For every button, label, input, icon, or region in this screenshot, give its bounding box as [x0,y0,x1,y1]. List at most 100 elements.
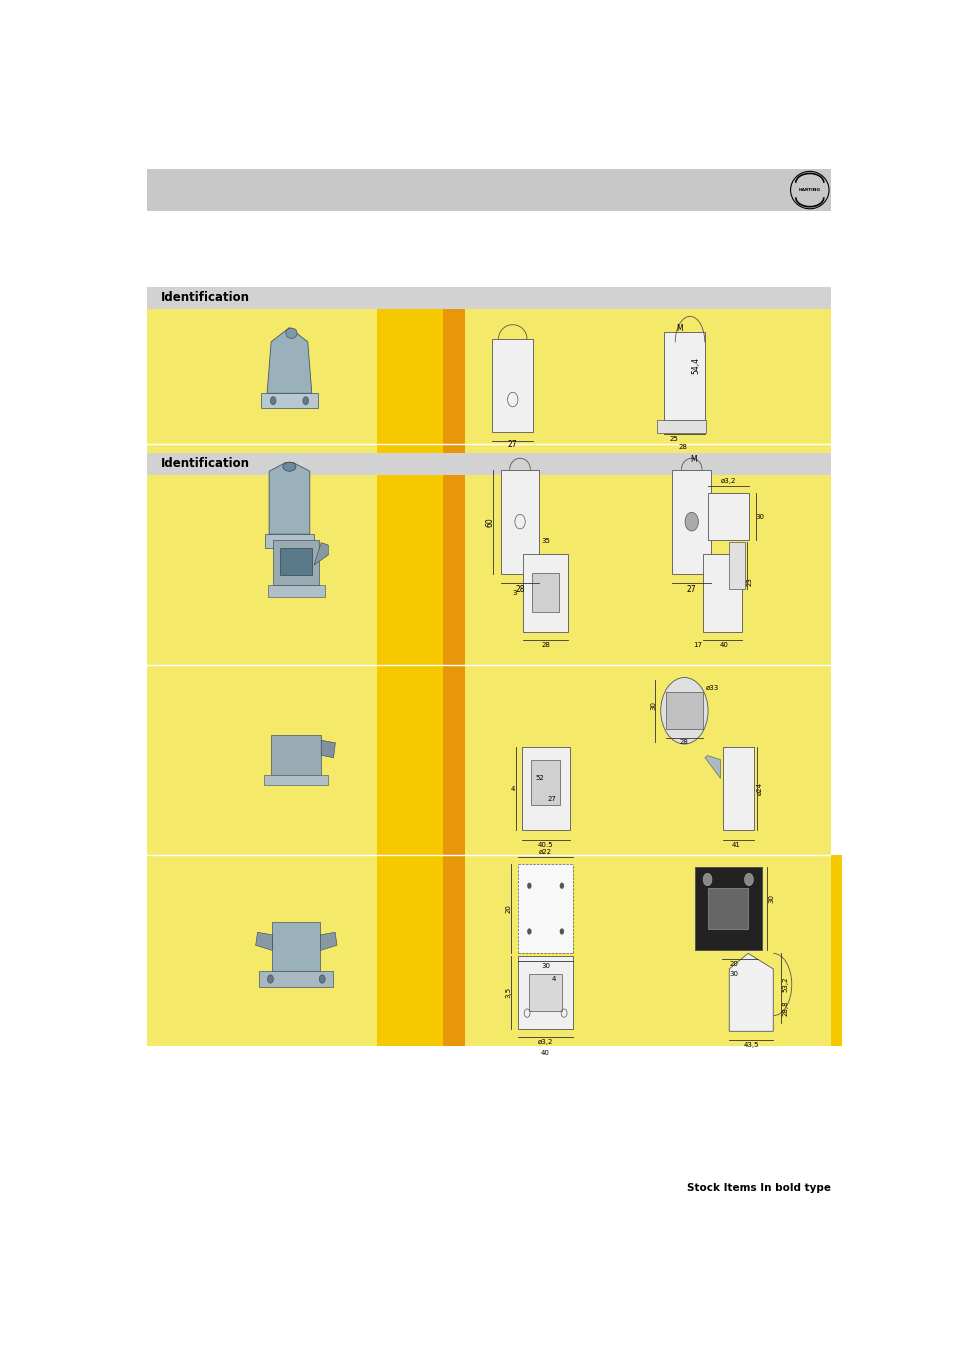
Circle shape [319,975,325,983]
Text: M: M [690,455,697,464]
Polygon shape [314,543,328,566]
Text: 3,5: 3,5 [505,987,511,998]
Text: 27: 27 [686,585,696,594]
Bar [442,475,465,666]
Bar [147,454,830,475]
Circle shape [743,873,753,886]
Circle shape [684,512,698,531]
Text: 30: 30 [650,701,656,710]
Text: 4: 4 [551,976,556,983]
Text: 27: 27 [507,440,517,450]
Circle shape [559,929,563,934]
Bar [442,309,465,444]
Bar [517,956,573,1029]
Bar [147,444,376,579]
Text: ø24: ø24 [756,782,761,795]
Bar [532,574,558,613]
Bar [531,760,559,806]
Text: ø22: ø22 [538,849,552,855]
Polygon shape [261,393,317,408]
Text: 27: 27 [546,796,556,802]
Bar [465,309,830,444]
Bar [465,444,830,579]
Text: 30: 30 [540,964,550,969]
Text: 17: 17 [693,643,701,648]
Text: 60: 60 [485,517,495,526]
Circle shape [660,678,707,744]
Text: ø3,2: ø3,2 [720,478,735,483]
Ellipse shape [790,171,828,209]
Text: 30: 30 [728,971,738,977]
Bar [376,856,442,1046]
Circle shape [527,929,531,934]
Ellipse shape [283,462,295,471]
Polygon shape [273,540,319,585]
Bar [707,493,748,540]
Text: 30: 30 [767,894,773,903]
Bar [376,444,442,579]
Polygon shape [321,740,335,757]
Polygon shape [728,953,773,1031]
Text: HARTING: HARTING [798,188,820,192]
Text: 28: 28 [515,585,524,594]
Circle shape [302,397,308,405]
Bar [830,856,841,1046]
Polygon shape [320,933,336,950]
Bar [465,856,830,1046]
Bar [376,475,442,666]
Bar [147,169,830,211]
Bar [442,856,465,1046]
Text: 28: 28 [678,444,687,451]
Bar [442,666,465,856]
Text: 28: 28 [679,738,688,745]
Text: 41: 41 [730,842,740,848]
Bar [521,747,569,830]
Bar [500,470,538,574]
Polygon shape [267,328,312,393]
Polygon shape [259,971,333,987]
Bar [147,309,376,444]
Text: 35: 35 [540,539,550,544]
Polygon shape [280,548,312,575]
Text: 40.5: 40.5 [537,842,553,848]
Polygon shape [704,756,720,779]
Text: 28,8: 28,8 [782,1000,788,1015]
Bar [147,475,376,666]
Polygon shape [269,463,310,535]
Text: 3: 3 [512,590,517,595]
Circle shape [702,873,711,886]
Text: 43,5: 43,5 [742,1042,759,1048]
Text: 25: 25 [668,436,677,441]
Bar [728,543,744,589]
Bar [442,444,465,579]
Bar [147,666,376,856]
Bar [528,975,561,1011]
Circle shape [267,975,274,983]
Bar [663,332,704,420]
Text: 40: 40 [540,1049,550,1056]
Text: ø3,2: ø3,2 [537,1040,553,1045]
Bar [523,554,567,632]
Ellipse shape [286,328,297,339]
Text: 54,4: 54,4 [690,358,700,374]
Text: 20: 20 [728,961,738,967]
Text: M: M [676,324,682,332]
Text: 30: 30 [755,514,763,520]
Text: 4: 4 [510,786,515,791]
Bar [376,666,442,856]
Polygon shape [265,535,314,548]
Polygon shape [264,775,328,786]
Circle shape [527,883,531,888]
Text: 20: 20 [505,904,511,913]
Text: 40: 40 [719,643,728,648]
Polygon shape [268,585,324,598]
Text: 23: 23 [746,576,752,586]
Bar [722,747,753,830]
Bar [376,309,442,444]
Bar [465,666,830,856]
Text: Stock Items In bold type: Stock Items In bold type [686,1183,830,1193]
Polygon shape [272,922,320,971]
Bar [694,867,760,950]
Bar [672,470,710,574]
Circle shape [270,397,275,405]
